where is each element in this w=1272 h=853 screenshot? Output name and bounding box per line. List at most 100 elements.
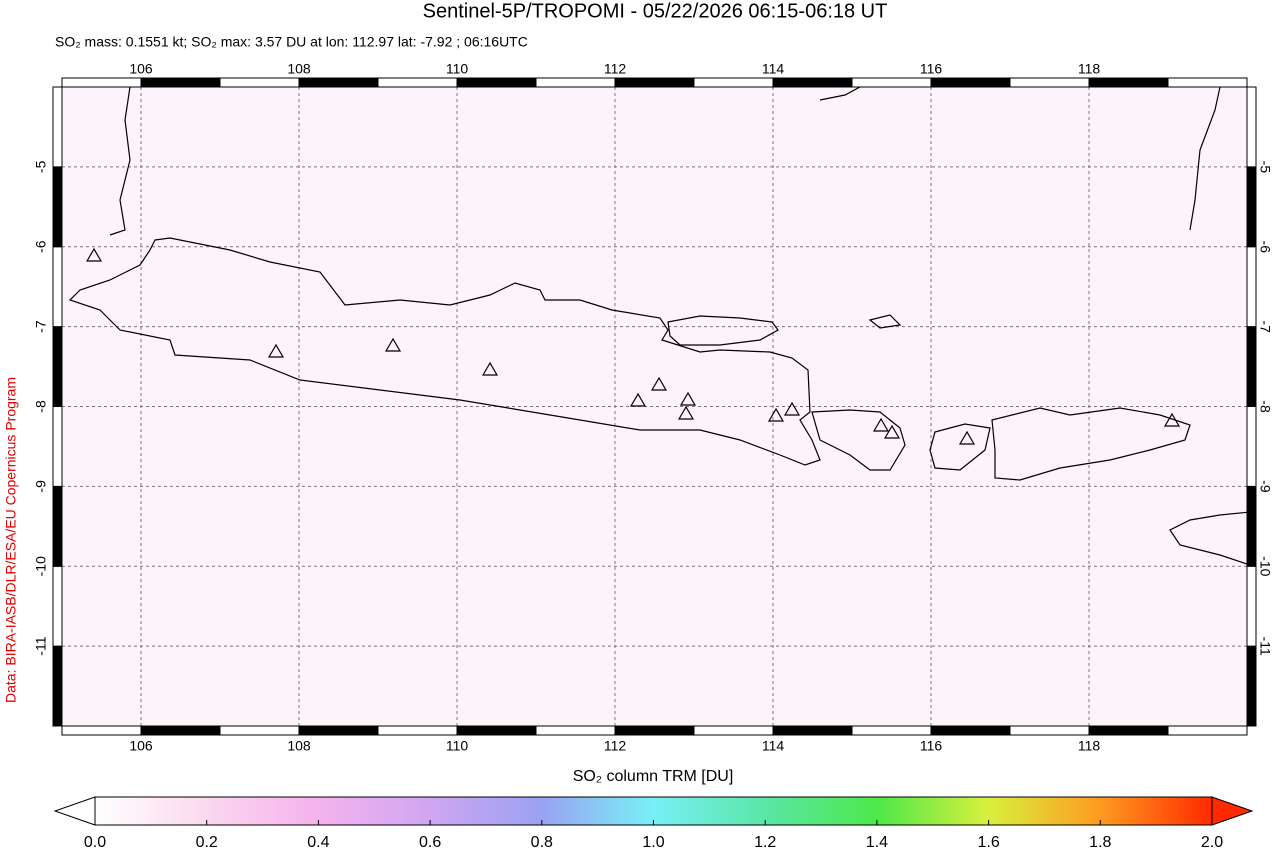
coastline <box>1189 87 1221 231</box>
x-tick-label: 108 <box>287 738 311 754</box>
coastline <box>667 315 779 346</box>
frame-band <box>52 86 63 168</box>
frame-band <box>52 406 63 487</box>
y-tick-label: -9 <box>1257 480 1272 493</box>
frame-band <box>52 485 63 567</box>
frame-band <box>52 166 63 248</box>
frame-band <box>1009 77 1090 88</box>
y-tick-label: -10 <box>33 556 49 576</box>
frame-band <box>535 725 616 736</box>
x-tick-label: 114 <box>762 61 785 77</box>
frame-band <box>614 725 695 736</box>
x-tick-label: 110 <box>446 738 469 754</box>
colorbar-tick-label: 1.4 <box>866 834 888 851</box>
coastlines <box>68 87 1247 565</box>
frame-band <box>1246 565 1257 647</box>
frame-band <box>1246 166 1257 248</box>
x-tick-label: 118 <box>1078 738 1101 754</box>
y-tick-label: -6 <box>1257 241 1272 254</box>
x-tick-label: 116 <box>920 738 943 754</box>
coastline <box>991 407 1191 481</box>
frame-band <box>1246 326 1257 407</box>
colorbar-tick-label: 1.8 <box>1089 834 1111 851</box>
colorbar-tick-label: 0.0 <box>84 834 106 851</box>
y-tick-label: -11 <box>1257 637 1272 656</box>
frame-band <box>851 725 932 736</box>
colorbar-tick-label: 1.6 <box>977 834 999 851</box>
credit: Data: BIRA-IASB/DLR/ESA/EU Copernicus Pr… <box>3 377 19 703</box>
y-tick-label: -5 <box>1257 161 1272 174</box>
x-tick-label: 114 <box>762 738 785 754</box>
frame-band <box>61 725 142 736</box>
frame-band <box>1167 77 1248 88</box>
x-tick-label: 106 <box>129 738 153 754</box>
y-tick-label: -9 <box>33 480 49 493</box>
colorbar-tick-label: 0.4 <box>307 834 329 851</box>
title: Sentinel-5P/TROPOMI - 05/22/2026 06:15-0… <box>423 0 888 22</box>
grid <box>62 87 1247 726</box>
frame-band <box>851 77 932 88</box>
frame-band <box>219 725 300 736</box>
frame-bands <box>52 77 1257 736</box>
frame-band <box>930 77 1011 88</box>
frame-band <box>1246 86 1257 168</box>
coastline <box>811 409 906 471</box>
coastline <box>68 237 821 466</box>
colorbar-tick-label: 0.2 <box>196 834 218 851</box>
frame-band <box>693 77 774 88</box>
coastline <box>109 87 131 236</box>
frame-band <box>140 77 221 88</box>
coastline <box>819 87 861 101</box>
y-tick-label: -5 <box>33 160 49 173</box>
y-tick-label: -8 <box>33 400 49 413</box>
frame-band <box>693 725 774 736</box>
x-tick-label: 106 <box>129 61 153 77</box>
frame-band <box>298 725 379 736</box>
colorbar-label: SO₂ column TRM [DU] <box>573 768 734 785</box>
frame-band <box>535 77 616 88</box>
frame-band <box>298 77 379 88</box>
map-background <box>62 87 1247 726</box>
y-tick-label: -8 <box>1257 400 1272 413</box>
frame-band <box>52 645 63 727</box>
colorbar-tick-label: 0.6 <box>419 834 441 851</box>
x-tick-label: 110 <box>446 61 469 77</box>
y-tick-label: -7 <box>33 320 49 333</box>
volcano <box>85 247 1181 445</box>
x-tick-label: 112 <box>604 61 627 77</box>
coastline <box>929 423 991 471</box>
frame-band <box>1088 725 1169 736</box>
y-tick-label: -10 <box>1257 556 1272 576</box>
frame-band <box>1246 485 1257 567</box>
frame-band <box>1246 645 1257 727</box>
frame-band <box>377 725 458 736</box>
frame-band <box>140 725 221 736</box>
subtitle: SO₂ mass: 0.1551 kt; SO₂ max: 3.57 DU at… <box>55 34 528 50</box>
frame-band <box>52 246 63 328</box>
colorbar-tick-label: 0.8 <box>531 834 553 851</box>
frame-band <box>930 725 1011 736</box>
x-tick-label: 112 <box>604 738 627 754</box>
frame-band <box>377 77 458 88</box>
x-tick-label: 108 <box>287 61 311 77</box>
colorbar-over <box>1211 796 1254 826</box>
colorbar-tick-label: 2.0 <box>1201 834 1223 851</box>
frame-band <box>456 725 537 736</box>
frame-band <box>456 77 537 88</box>
y-tick-label: -6 <box>33 240 49 253</box>
x-tick-label: 118 <box>1078 61 1101 77</box>
frame-band <box>61 77 142 88</box>
frame-band <box>1009 725 1090 736</box>
frame-band <box>1167 725 1248 736</box>
x-tick-label: 116 <box>920 61 943 77</box>
y-tick-label: -11 <box>33 636 49 655</box>
coastline <box>1169 511 1247 565</box>
frame-band <box>614 77 695 88</box>
frame-band <box>1088 77 1169 88</box>
volcanoes <box>85 247 1181 445</box>
colorbar-tick-label: 1.2 <box>754 834 776 851</box>
frame-band <box>772 77 853 88</box>
frame-band <box>52 565 63 647</box>
coastline <box>868 314 902 329</box>
